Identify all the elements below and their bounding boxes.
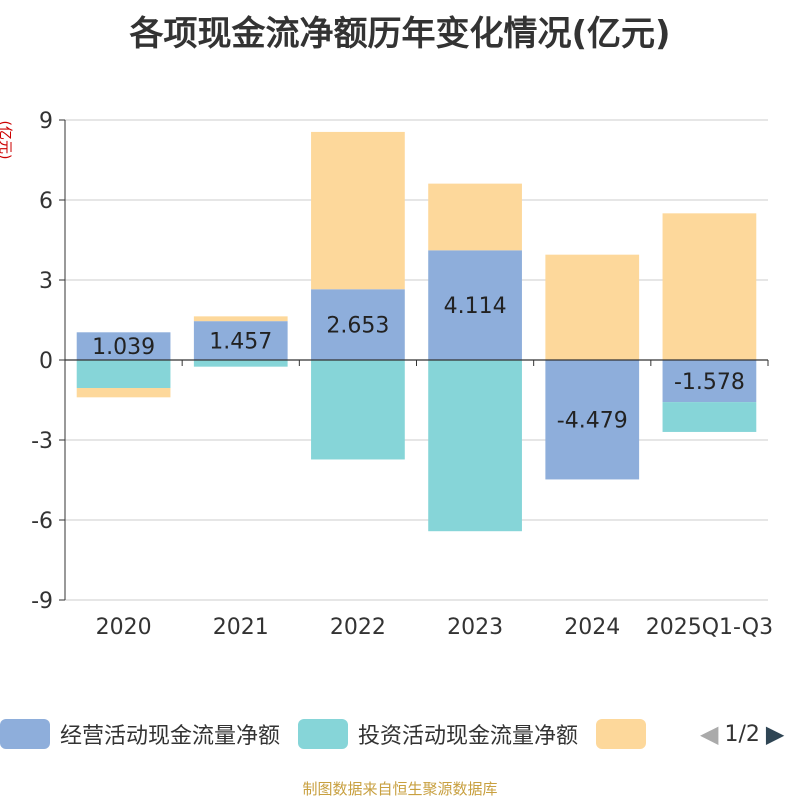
bar-series0-2023 [428,250,522,360]
bar-series0-2024 [545,360,640,480]
bar-series1-2021 [193,360,288,367]
x-tick-label: 2022 [330,615,386,640]
bar-series1-2020 [76,360,171,388]
legend-item-investing[interactable]: 投资活动现金流量净额 [298,718,578,750]
legend-swatch-operating [0,719,50,749]
legend-swatch-investing [298,719,349,749]
legend-prev-icon[interactable]: ◀ [700,720,719,748]
data-label: 2.653 [326,314,389,339]
legend-next-icon[interactable]: ▶ [765,720,785,748]
x-tick-label: 2020 [96,615,152,640]
legend-item-financing[interactable] [596,719,656,749]
x-tick-label: 2021 [213,615,269,640]
bar-series2-2023 [428,183,522,251]
legend-item-operating[interactable]: 经营活动现金流量净额 [0,718,280,750]
chart-title: 各项现金流净额历年变化情况(亿元) [129,14,671,54]
bar-series2-2022 [311,131,405,290]
data-source-note: 制图数据来自恒生聚源数据库 [302,780,498,798]
bar-series2-2020 [76,388,171,398]
x-tick-label: 2025Q1-Q3 [646,615,773,640]
bar-series1-2023 [428,360,522,532]
legend: 经营活动现金流量净额 投资活动现金流量净额 ◀ 1/2 ▶ [0,716,800,752]
data-label: 1.039 [92,335,155,360]
y-tick-label: 0 [39,349,53,374]
legend-page-indicator: 1/2 [724,721,760,747]
x-tick-label: 2023 [447,615,503,640]
y-tick-label: 9 [39,109,53,134]
y-tick-label: -9 [31,589,53,614]
legend-swatch-financing [596,719,647,749]
data-label: -4.479 [557,409,628,434]
legend-pager: ◀ 1/2 ▶ [700,716,784,752]
cashflow-chart: 9 6 3 0 -3 -6 -9 1.039 1.457 2.653 4.114 -4.479 -1.5… [31,109,773,640]
bar-series0-2021 [193,321,288,360]
legend-label-investing: 投资活动现金流量净额 [358,724,579,749]
bar-series2-2021 [193,316,288,322]
legend-label-operating: 经营活动现金流量净额 [60,724,281,749]
x-tick-label: 2024 [564,615,620,640]
bar-series2-2025Q1-Q3 [662,213,757,360]
data-label: -1.578 [674,370,745,395]
bar-series1-2022 [311,360,405,460]
bar-series2-2024 [545,254,640,360]
y-tick-label: 3 [39,269,53,294]
data-label: 1.457 [209,330,272,355]
bar-series1-2025Q1-Q3 [662,402,757,432]
data-label: 4.114 [444,294,507,319]
bar-series0-2025Q1-Q3 [662,360,757,403]
y-tick-label: -6 [31,509,53,534]
bar-series0-2020 [76,332,171,360]
y-tick-label: 6 [39,189,53,214]
y-tick-label: -3 [31,429,53,454]
bar-series0-2022 [311,289,405,360]
